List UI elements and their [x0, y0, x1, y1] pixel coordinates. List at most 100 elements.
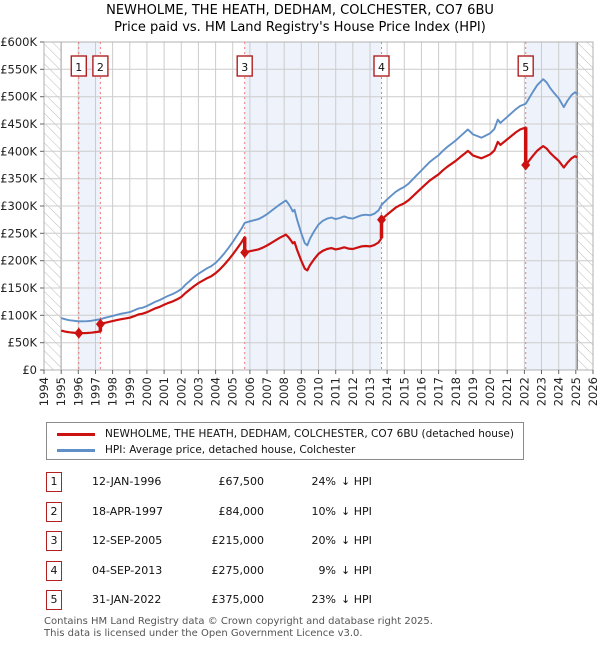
x-tick-label: 2010 [312, 377, 326, 406]
x-tick-label: 1999 [123, 377, 137, 406]
footer-licence: This data is licensed under the Open Gov… [44, 627, 363, 639]
x-tick-label: 2009 [294, 377, 308, 406]
sale-price: £84,000 [218, 504, 265, 518]
sale-pct-value: 23% [311, 593, 336, 607]
sale-number-badge: 5 [46, 590, 62, 611]
hpi-line-swatch [57, 448, 95, 452]
sale-pct-suffix: ↓ HPI [341, 504, 372, 518]
footer-copyright: Contains HM Land Registry data © Crown c… [44, 616, 433, 627]
y-tick-label: £0 [22, 363, 37, 377]
legend-item-hpi: HPI: Average price, detached house, Colc… [57, 443, 355, 457]
sale-number-badge: 3 [46, 531, 62, 552]
x-tick-label: 2026 [586, 377, 600, 406]
sale-price: £67,500 [218, 475, 265, 488]
x-tick-label: 2019 [466, 377, 480, 406]
sale-date: 04-SEP-2013 [92, 563, 163, 577]
sale-pct-value: 24% [311, 475, 336, 488]
sale-diamond-marker [95, 318, 105, 330]
x-tick-label: 1995 [54, 377, 68, 406]
sale-diamond-marker [240, 247, 250, 258]
price-line-swatch [57, 432, 95, 436]
x-tick-label: 2005 [226, 377, 240, 406]
x-tick-label: 1998 [106, 377, 120, 406]
sale-row-4: 4 04-SEP-2013 £275,000 9% ↓ HPI [0, 560, 600, 581]
x-tick-label: 2003 [191, 377, 205, 406]
sale-price: £375,000 [211, 593, 265, 607]
sale-date: 12-JAN-1996 [92, 475, 162, 488]
sale-pct-suffix: ↓ HPI [341, 534, 372, 548]
x-tick-label: 2018 [449, 377, 463, 406]
sale-row-2: 2 18-APR-1997 £84,000 10% ↓ HPI [0, 501, 600, 522]
x-tick-label: 2007 [260, 377, 274, 406]
sale-marker-number: 5 [522, 61, 529, 74]
y-tick-label: £500K [0, 90, 37, 104]
sale-marker-number: 2 [97, 61, 104, 74]
sale-vs-hpi: 10% ↓ HPI [300, 502, 372, 521]
legend: NEWHOLME, THE HEATH, DEDHAM, COLCHESTER,… [46, 422, 524, 460]
sale-row-3: 3 12-SEP-2005 £215,000 20% ↓ HPI [0, 531, 600, 552]
x-tick-label: 2004 [209, 377, 223, 406]
y-tick-label: £300K [0, 199, 37, 213]
x-tick-label: 2021 [500, 377, 514, 406]
sale-date: 12-SEP-2005 [92, 534, 163, 548]
y-tick-label: £350K [0, 172, 37, 186]
sale-vs-hpi: 24% ↓ HPI [300, 472, 372, 491]
x-tick-label: 2011 [329, 377, 343, 406]
y-tick-label: £400K [0, 144, 37, 158]
sale-diamond-marker [377, 214, 386, 226]
price-line [60, 126, 578, 335]
sale-vs-hpi: 20% ↓ HPI [300, 531, 372, 550]
sale-marker-number: 4 [378, 61, 385, 74]
sale-pct-suffix: ↓ HPI [341, 593, 372, 607]
sale-number-badge: 2 [46, 501, 62, 522]
y-tick-label: £150K [0, 281, 37, 295]
price-chart: 1 2 3 4 5 £0 £50K £100K £150K £200K £250K £300K £350… [0, 35, 600, 406]
sale-date: 18-APR-1997 [92, 504, 164, 518]
sale-date: 31-JAN-2022 [92, 593, 162, 607]
sale-row-1: 1 12-JAN-1996 £67,500 24% ↓ HPI [0, 472, 600, 492]
sale-marker-number: 3 [241, 61, 248, 74]
sale-price: £275,000 [211, 563, 265, 577]
sale-pct-value: 9% [318, 563, 336, 577]
sale-row-5: 5 31-JAN-2022 £375,000 23% ↓ HPI [0, 590, 600, 611]
y-tick-label: £250K [0, 226, 37, 240]
x-tick-label: 1996 [71, 377, 85, 406]
y-tick-label: £50K [8, 336, 38, 350]
hpi-line [60, 78, 578, 323]
legend-item-price: NEWHOLME, THE HEATH, DEDHAM, COLCHESTER,… [57, 427, 514, 441]
sale-diamond-marker [521, 159, 531, 171]
x-tick-label: 2000 [140, 377, 154, 406]
legend-label-price: NEWHOLME, THE HEATH, DEDHAM, COLCHESTER,… [105, 428, 514, 440]
sale-marker-box [373, 55, 390, 77]
sale-marker-box [70, 55, 88, 77]
y-tick-label: £550K [0, 62, 37, 76]
chart-subtitle: Price paid vs. HM Land Registry's House … [114, 20, 486, 35]
x-tick-label: 2001 [157, 377, 171, 406]
sale-marker-box [92, 55, 109, 77]
x-tick-label: 2013 [363, 377, 377, 406]
sale-pct-suffix: ↓ HPI [341, 475, 372, 488]
sale-pct-value: 10% [311, 504, 336, 518]
sale-marker-box [236, 55, 253, 77]
sale-number-badge: 1 [46, 472, 62, 492]
y-tick-label: £100K [0, 308, 37, 322]
sale-price: £215,000 [211, 534, 265, 548]
y-tick-label: £450K [0, 117, 37, 131]
x-tick-label: 2012 [346, 377, 360, 406]
y-tick-label: £200K [0, 254, 37, 268]
x-tick-label: 2023 [535, 377, 549, 406]
x-tick-label: 2025 [569, 377, 583, 406]
sale-vs-hpi: 23% ↓ HPI [300, 590, 372, 609]
sale-marker-box [517, 55, 534, 77]
x-tick-label: 2006 [243, 377, 257, 406]
x-tick-label: 1994 [37, 377, 51, 406]
y-tick-label: £600K [0, 35, 37, 49]
x-tick-label: 2024 [552, 377, 566, 406]
x-tick-label: 2016 [414, 377, 428, 406]
x-tick-label: 2015 [397, 377, 411, 406]
x-tick-label: 2008 [277, 377, 291, 406]
sale-diamond-marker [74, 327, 84, 339]
sale-number-badge: 4 [46, 560, 62, 581]
x-tick-label: 2014 [380, 377, 394, 406]
x-tick-label: 2017 [432, 377, 446, 406]
